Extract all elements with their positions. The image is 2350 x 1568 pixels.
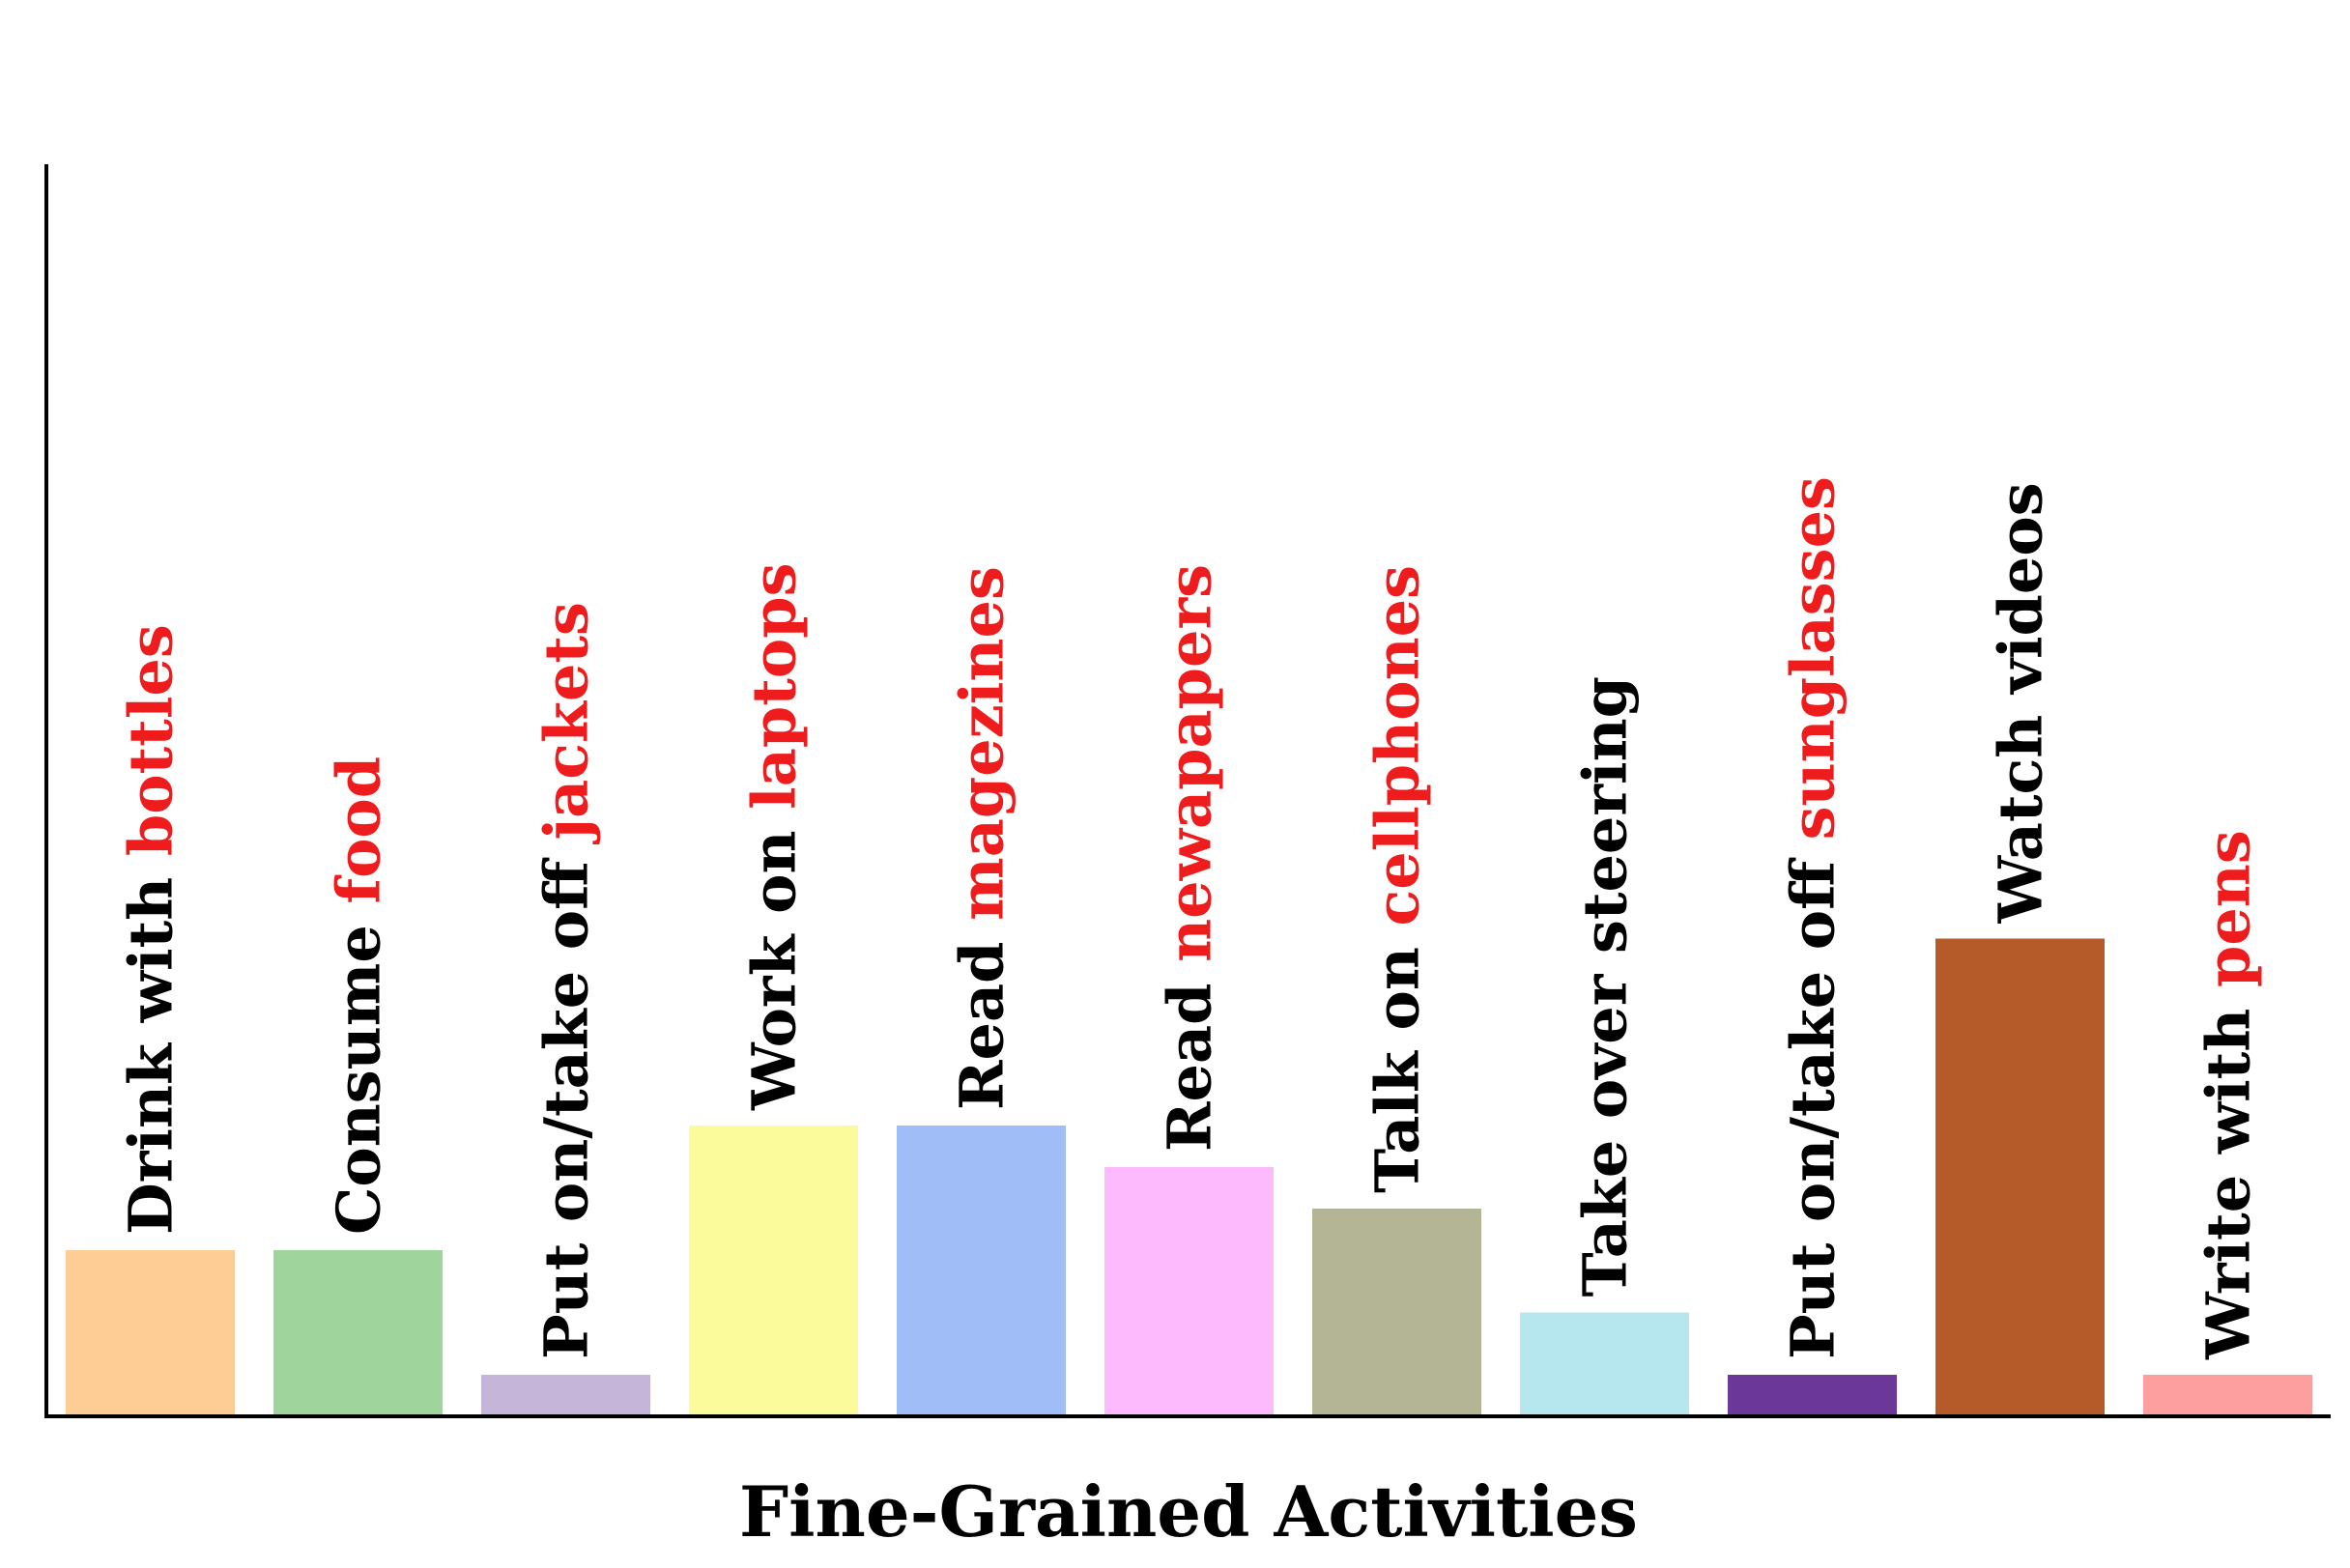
bar-11: [2143, 1375, 2312, 1416]
bar-label-1: Drink with bottles: [116, 624, 186, 1235]
bar-label-7: Talk on cellphones: [1362, 565, 1433, 1193]
bar-label-text: Read: [1155, 962, 1225, 1152]
bar-label-text: Drink with: [116, 856, 186, 1235]
bar-label-text: Put on/take off: [1778, 840, 1848, 1359]
bar-label-text: Put on/take off: [531, 840, 602, 1359]
bar-label-4: Work on laptops: [739, 563, 810, 1111]
bar-label-text: Watch videos: [1986, 482, 2056, 924]
bar-label-3: Put on/take off jackets: [531, 602, 602, 1359]
bar-label-6: Read newapapers: [1155, 564, 1225, 1152]
bar-label-object: magezines: [947, 566, 1017, 921]
bars-group: [66, 938, 2312, 1416]
bar-4: [689, 1126, 858, 1416]
bar-10: [1935, 938, 2105, 1416]
bar-label-2: Consume food: [324, 756, 394, 1235]
bar-label-11: Write with pens: [2193, 830, 2264, 1360]
bar-label-text: Work on: [739, 810, 810, 1111]
bar-label-object: jackets: [531, 602, 602, 844]
bar-label-object: bottles: [116, 624, 186, 856]
bar-label-text: Talk on: [1362, 927, 1433, 1194]
bar-6: [1104, 1167, 1274, 1416]
bar-2: [273, 1250, 443, 1416]
bar-label-text: Read: [947, 921, 1017, 1110]
bar-label-text: Write with: [2193, 987, 2264, 1360]
bar-label-object: food: [324, 756, 394, 904]
bar-label-9: Put on/take off sunglasses: [1778, 476, 1848, 1359]
bar-1: [66, 1250, 235, 1416]
bar-5: [897, 1126, 1066, 1416]
bar-label-object: pens: [2193, 830, 2264, 987]
bar-8: [1520, 1312, 1689, 1416]
bar-label-10: Watch videos: [1986, 482, 2056, 924]
bar-label-8: Take over steering: [1570, 676, 1641, 1297]
bar-9: [1728, 1375, 1897, 1416]
bar-7: [1312, 1209, 1481, 1416]
bar-label-5: Read magezines: [947, 566, 1017, 1110]
bar-label-object: cellphones: [1362, 565, 1433, 927]
bar-label-object: newapapers: [1155, 564, 1225, 962]
bar-labels-group: Drink with bottles Consume food Put on/tak…: [116, 476, 2264, 1360]
bar-3: [481, 1375, 650, 1416]
bar-label-text: Consume: [324, 904, 394, 1235]
bar-label-object: sunglasses: [1778, 476, 1848, 840]
x-axis-title: Fine-Grained Activities: [739, 1470, 1638, 1553]
bar-label-object: laptops: [739, 563, 810, 810]
bar-label-text: Take over steering: [1570, 676, 1641, 1297]
